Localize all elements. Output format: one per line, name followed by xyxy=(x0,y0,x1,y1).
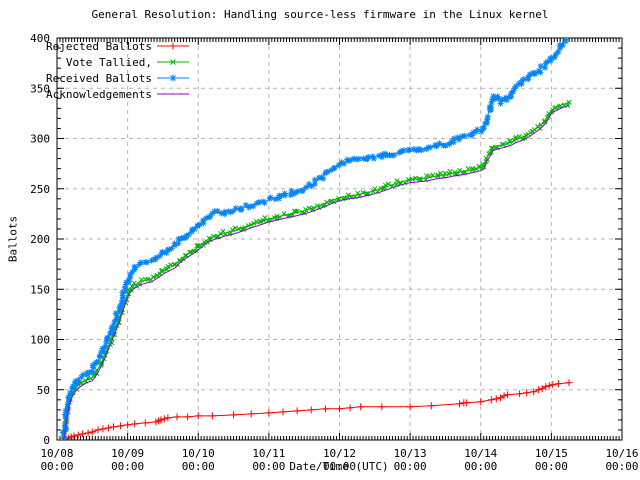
x-tick-label-time: 00:00 xyxy=(394,460,427,473)
x-tick-label-date: 10/12 xyxy=(323,447,356,460)
y-tick-label: 400 xyxy=(30,32,50,45)
x-axis-label: Date/Time (UTC) xyxy=(289,460,389,473)
y-tick-label: 250 xyxy=(30,183,50,196)
y-tick-label: 350 xyxy=(30,82,50,95)
x-tick-label-date: 10/11 xyxy=(252,447,285,460)
tick-labels: 05010015020025030035040010/0800:0010/090… xyxy=(30,32,638,473)
y-tick-label: 300 xyxy=(30,133,50,146)
x-tick-label-date: 10/14 xyxy=(464,447,497,460)
legend-label: Acknowledgements xyxy=(46,88,152,101)
x-tick-label-time: 00:00 xyxy=(182,460,215,473)
series-acknowledgements xyxy=(62,104,570,440)
legend-sample xyxy=(157,42,189,50)
x-tick-label-time: 00:00 xyxy=(535,460,568,473)
series-vote-tallied xyxy=(60,99,572,440)
gridlines xyxy=(57,38,622,440)
x-tick-label-time: 00:00 xyxy=(40,460,73,473)
legend: Rejected Ballots Vote Tallied, Received Ba… xyxy=(46,40,189,101)
x-tick-label-time: 00:00 xyxy=(464,460,497,473)
y-tick-label: 50 xyxy=(37,384,50,397)
x-tick-label-date: 10/15 xyxy=(535,447,568,460)
y-tick-label: 150 xyxy=(30,283,50,296)
chart-title: General Resolution: Handling source-less… xyxy=(91,8,549,21)
x-tick-label-time: 00:00 xyxy=(252,460,285,473)
x-tick-label-date: 10/08 xyxy=(40,447,73,460)
x-tick-label-date: 10/10 xyxy=(182,447,215,460)
legend-sample xyxy=(157,59,189,65)
x-tick-label-time: 00:00 xyxy=(111,460,144,473)
y-tick-label: 0 xyxy=(43,434,50,447)
legend-label: Rejected Ballots xyxy=(46,40,152,53)
y-tick-label: 200 xyxy=(30,233,50,246)
y-tick-label: 100 xyxy=(30,334,50,347)
axis-ticks xyxy=(56,37,623,441)
x-tick-label-time: 00:00 xyxy=(605,460,638,473)
x-tick-label-time: 00:00 xyxy=(323,460,356,473)
x-tick-label-date: 10/13 xyxy=(394,447,427,460)
legend-label: Vote Tallied, xyxy=(66,56,152,69)
x-tick-label-date: 10/09 xyxy=(111,447,144,460)
legend-label: Received Ballots xyxy=(46,72,152,85)
legend-sample xyxy=(157,74,189,82)
series-rejected-ballots xyxy=(59,379,573,440)
x-tick-label-date: 10/16 xyxy=(605,447,638,460)
